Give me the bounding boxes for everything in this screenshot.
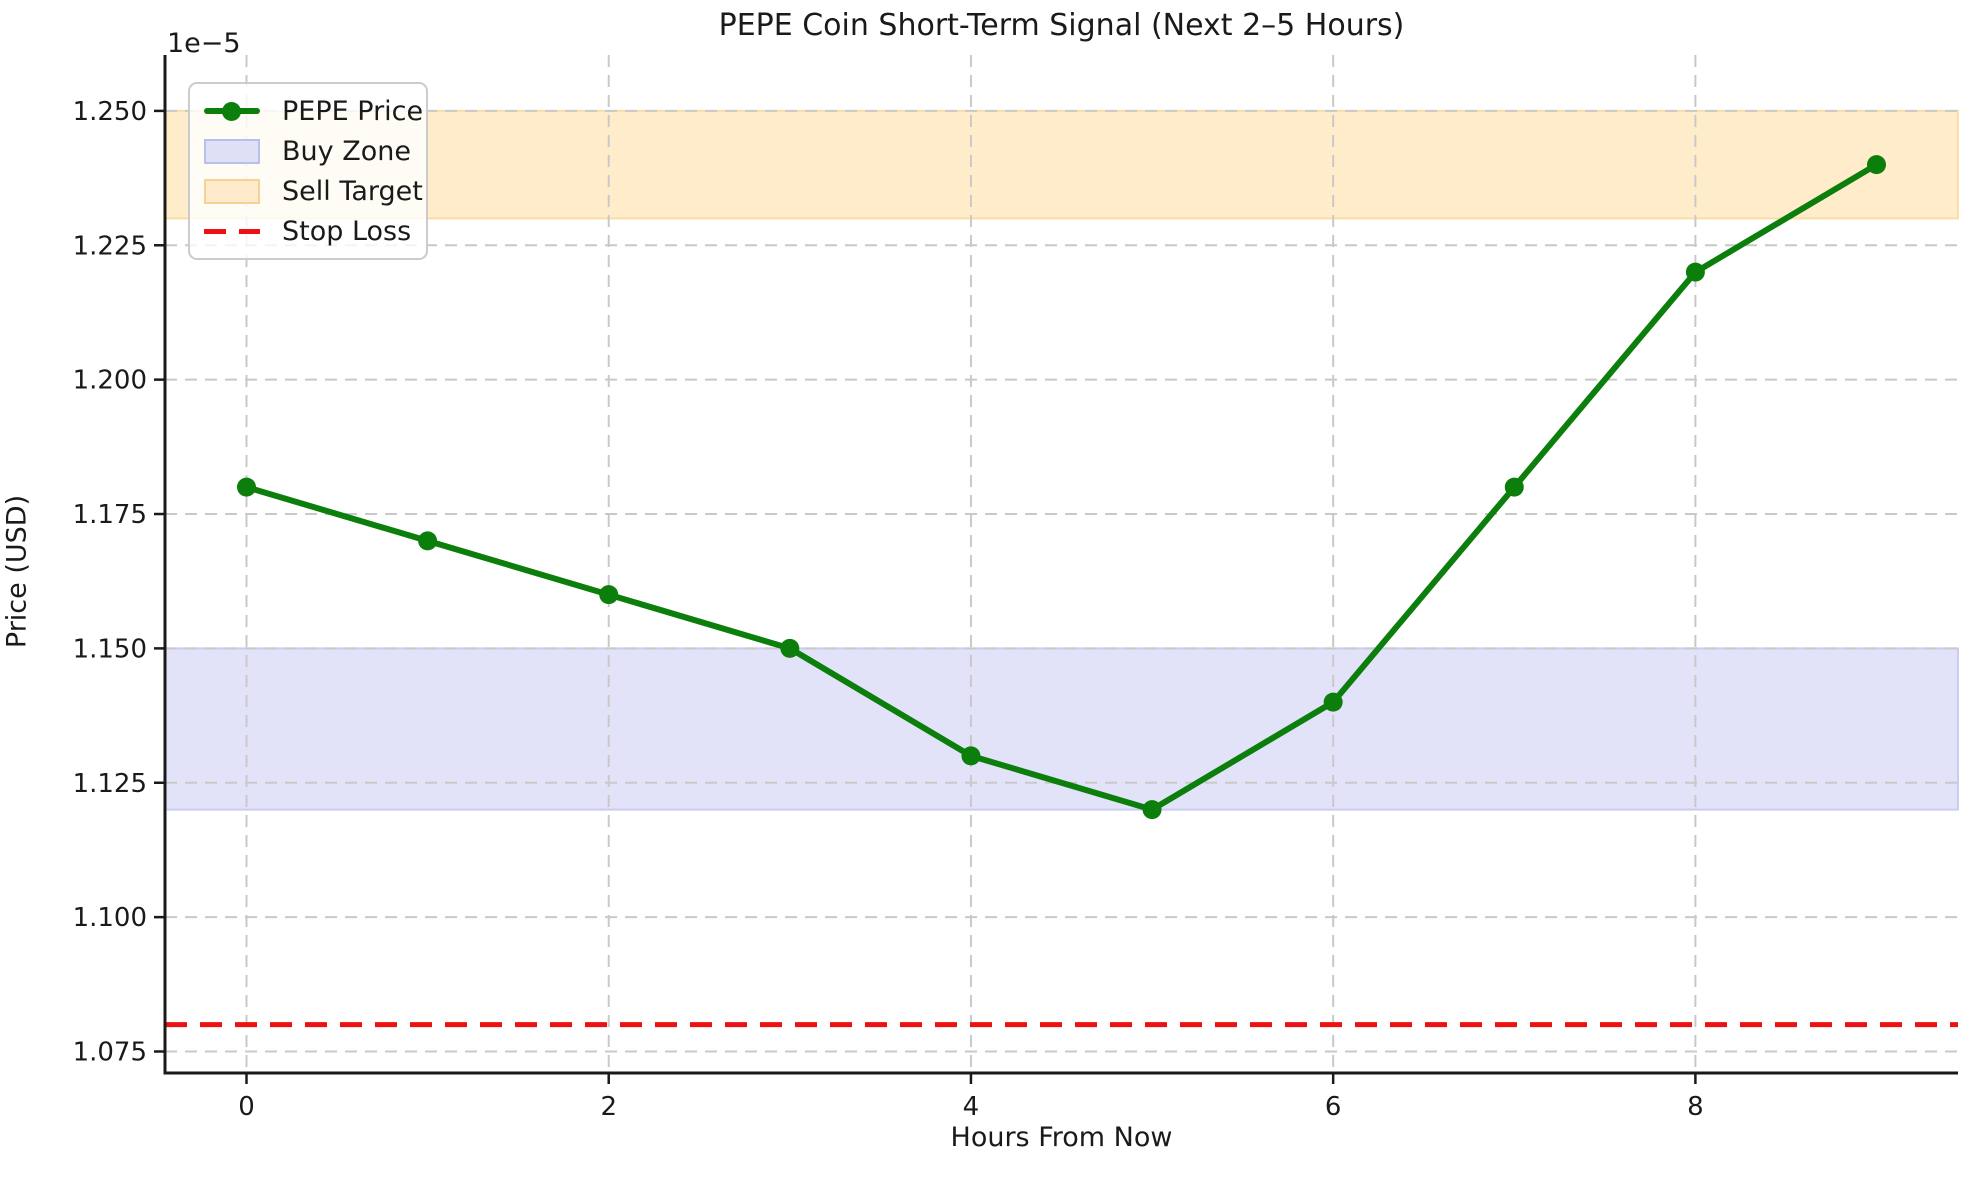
data-point-marker	[780, 638, 800, 658]
data-point-marker	[1323, 692, 1343, 712]
y-tick-label: 1.200	[73, 366, 147, 396]
chart-title: PEPE Coin Short-Term Signal (Next 2–5 Ho…	[718, 8, 1405, 43]
data-point-marker	[418, 531, 438, 551]
y-tick-label: 1.150	[73, 634, 147, 664]
legend-item-stop-loss: Stop Loss	[204, 211, 412, 251]
legend-stop-loss-swatch	[204, 228, 260, 234]
legend-label: Buy Zone	[282, 135, 411, 167]
data-point-marker	[237, 477, 256, 497]
legend-item-sell-target: Sell Target	[204, 171, 423, 211]
price-line	[243, 161, 1880, 813]
y-tick-label: 1.075	[73, 1038, 147, 1068]
data-point-marker	[1142, 800, 1162, 820]
legend-marker-dot	[222, 101, 241, 121]
legend-item-buy-zone: Buy Zone	[204, 131, 412, 171]
y-tick-label: 1.100	[73, 903, 147, 933]
x-tick-label: 0	[238, 1092, 255, 1122]
y-axis-offset-label: 1e−5	[167, 28, 241, 59]
y-tick-label: 1.175	[73, 500, 147, 530]
x-tick-label: 2	[600, 1092, 617, 1122]
y-tick-label: 1.250	[73, 97, 147, 127]
y-tick-label: 1.225	[73, 231, 147, 261]
y-axis-label: Price (USD)	[1, 494, 33, 649]
legend-label: Stop Loss	[282, 215, 412, 247]
data-point-marker	[599, 585, 619, 605]
x-axis-label: Hours From Now	[950, 1122, 1173, 1153]
legend-sell-target-swatch	[204, 178, 260, 204]
legend-buy-zone-swatch	[204, 138, 260, 164]
data-point-marker	[1504, 477, 1524, 497]
y-tick-label: 1.125	[73, 769, 147, 799]
x-tick-label: 4	[963, 1092, 980, 1122]
legend-line-marker-sample	[204, 101, 260, 121]
x-tick-label: 8	[1687, 1092, 1704, 1122]
data-point-marker	[961, 746, 981, 766]
legend-label: PEPE Price	[282, 95, 424, 127]
legend-label: Sell Target	[282, 175, 423, 207]
x-tick-label: 6	[1325, 1092, 1342, 1122]
legend: PEPE Price Buy Zone Sell Target Stop Los…	[188, 82, 428, 260]
data-point-marker	[1685, 262, 1705, 282]
legend-item-pepe-price: PEPE Price	[204, 91, 423, 131]
sell-target-band	[164, 109, 1959, 220]
data-point-marker	[1867, 155, 1886, 175]
